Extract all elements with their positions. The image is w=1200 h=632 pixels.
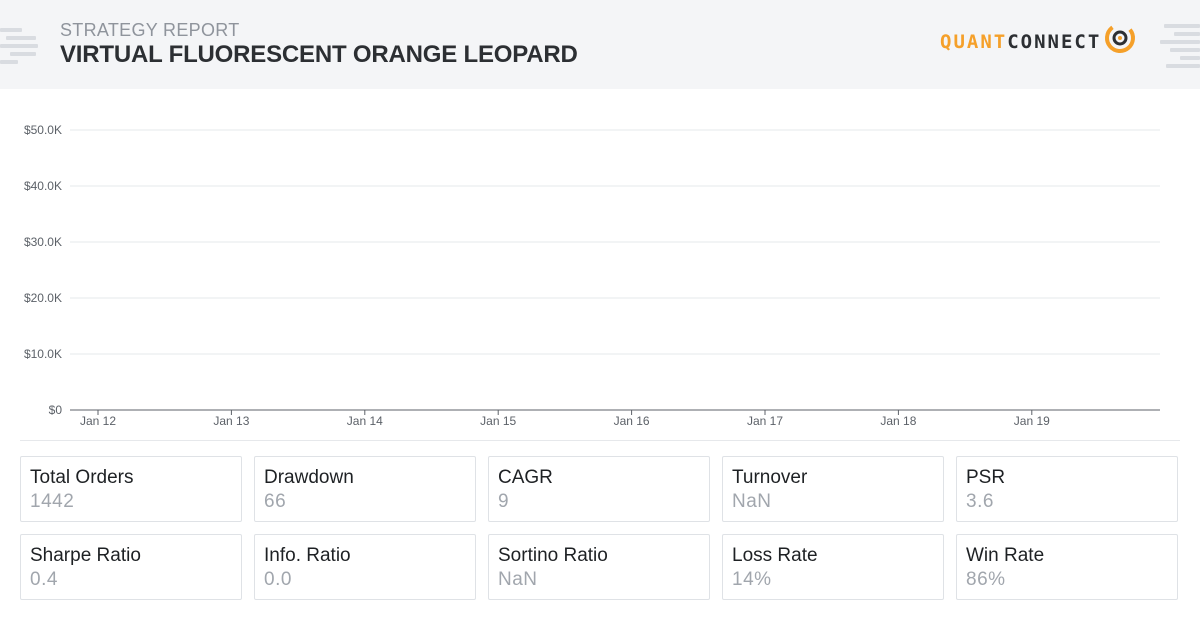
stat-label: Turnover bbox=[732, 467, 808, 488]
stat-value: 86% bbox=[966, 569, 1006, 590]
x-tick-label: Jan 15 bbox=[480, 414, 516, 428]
y-tick-label: $20.0K bbox=[24, 291, 62, 305]
stat-value: 3.6 bbox=[966, 491, 994, 512]
stat-label: Loss Rate bbox=[732, 545, 818, 566]
y-tick-label: $30.0K bbox=[24, 235, 62, 249]
logo-text-quant: QUANT bbox=[940, 31, 1008, 53]
stat-label: Sortino Ratio bbox=[498, 545, 608, 566]
x-tick-label: Jan 16 bbox=[614, 414, 650, 428]
stat-card-drawdown: Drawdown 66 bbox=[254, 456, 476, 522]
y-tick-label: $0 bbox=[49, 403, 63, 417]
stat-card-cagr: CAGR 9 bbox=[488, 456, 710, 522]
stat-card-sortino-ratio: Sortino Ratio NaN bbox=[488, 534, 710, 600]
stat-value: NaN bbox=[732, 491, 772, 512]
y-tick-label: $10.0K bbox=[24, 347, 62, 361]
quantconnect-logo: QUANT CONNECT bbox=[940, 23, 1137, 60]
strategy-title: VIRTUAL FLUORESCENT ORANGE LEOPARD bbox=[60, 41, 578, 68]
stat-label: CAGR bbox=[498, 467, 553, 488]
stat-value: 9 bbox=[498, 491, 510, 512]
stat-label: Drawdown bbox=[264, 467, 354, 488]
logo-text-connect: CONNECT bbox=[1007, 31, 1102, 53]
stat-value: 1442 bbox=[30, 491, 75, 512]
x-tick-label: Jan 12 bbox=[80, 414, 116, 428]
stat-card-psr: PSR 3.6 bbox=[956, 456, 1178, 522]
stat-card-info-ratio: Info. Ratio 0.0 bbox=[254, 534, 476, 600]
report-type-label: STRATEGY REPORT bbox=[60, 20, 240, 40]
equity-chart: $0 $10.0K $20.0K $30.0K $40.0K $50.0K Jan 12 Ja… bbox=[24, 123, 1160, 428]
y-tick-label: $40.0K bbox=[24, 179, 62, 193]
stat-value: 0.4 bbox=[30, 569, 58, 590]
stat-card-sharpe-ratio: Sharpe Ratio 0.4 bbox=[20, 534, 242, 600]
x-tick-label: Jan 17 bbox=[747, 414, 783, 428]
stat-card-turnover: Turnover NaN bbox=[722, 456, 944, 522]
stat-card-total-orders: Total Orders 1442 bbox=[20, 456, 242, 522]
stat-card-loss-rate: Loss Rate 14% bbox=[722, 534, 944, 600]
x-tick-label: Jan 14 bbox=[347, 414, 383, 428]
stat-label: Total Orders bbox=[30, 467, 134, 488]
stat-label: Win Rate bbox=[966, 545, 1045, 566]
x-tick-label: Jan 18 bbox=[880, 414, 916, 428]
section-divider bbox=[20, 440, 1180, 441]
logo-mark-icon bbox=[1105, 23, 1136, 53]
stat-label: PSR bbox=[966, 467, 1006, 488]
stat-card-win-rate: Win Rate 86% bbox=[956, 534, 1178, 600]
x-tick-label: Jan 19 bbox=[1014, 414, 1050, 428]
stat-value: 0.0 bbox=[264, 569, 292, 590]
y-tick-label: $50.0K bbox=[24, 123, 62, 137]
header-decoration-right bbox=[1160, 24, 1200, 68]
stat-value: 66 bbox=[264, 491, 287, 512]
report-header: STRATEGY REPORT VIRTUAL FLUORESCENT ORAN… bbox=[0, 0, 1200, 89]
stat-value: 14% bbox=[732, 569, 772, 590]
stat-label: Info. Ratio bbox=[264, 545, 351, 566]
stat-label: Sharpe Ratio bbox=[30, 545, 141, 566]
x-tick-label: Jan 13 bbox=[213, 414, 249, 428]
header-decoration-left bbox=[0, 28, 40, 68]
stat-value: NaN bbox=[498, 569, 538, 590]
